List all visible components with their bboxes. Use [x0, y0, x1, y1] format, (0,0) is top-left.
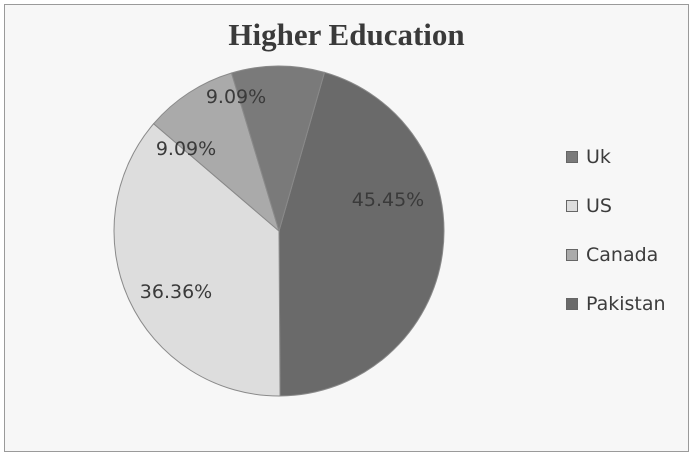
pie-slice-us	[113, 123, 281, 397]
legend-swatch-pakistan	[566, 298, 578, 310]
data-label-canada: 9.09%	[156, 138, 216, 160]
data-label-uk: 9.09%	[206, 86, 266, 108]
chart-title: Higher Education	[228, 17, 465, 52]
legend-item-canada: Canada	[566, 242, 666, 268]
legend-label-uk: Uk	[586, 146, 611, 168]
legend-swatch-canada	[566, 249, 578, 261]
legend-item-uk: Uk	[566, 144, 666, 170]
legend-swatch-us	[566, 200, 578, 212]
pie-slice-canada	[152, 72, 280, 233]
legend-label-canada: Canada	[586, 244, 659, 266]
legend-item-pakistan: Pakistan	[566, 291, 666, 317]
data-label-us: 36.36%	[140, 281, 212, 303]
pie-slice-pakistan	[278, 71, 445, 397]
legend-item-us: US	[566, 193, 666, 219]
legend-label-us: US	[586, 195, 612, 217]
data-label-pakistan: 45.45%	[352, 189, 424, 211]
legend: Uk US Canada Pakistan	[566, 144, 666, 340]
pie-slice-uk	[230, 65, 326, 233]
legend-label-pakistan: Pakistan	[586, 293, 666, 315]
legend-swatch-uk	[566, 151, 578, 163]
